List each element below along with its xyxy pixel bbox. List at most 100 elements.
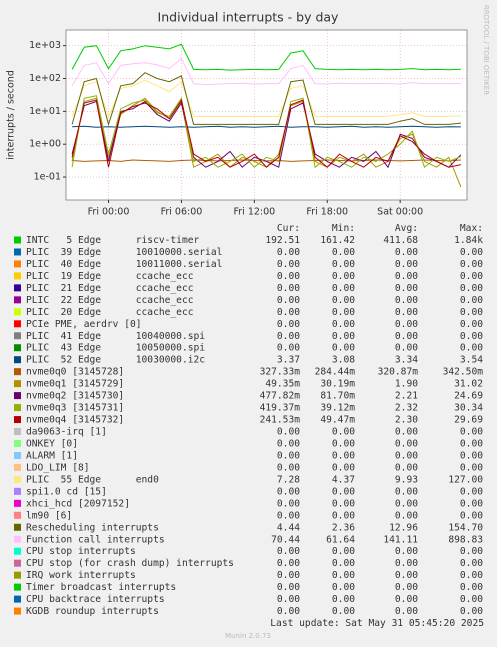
legend-stat: 49.47m — [320, 415, 355, 426]
x-tick-label: Fri 12:00 — [233, 207, 275, 218]
y-tick-label: 1e+01 — [29, 106, 61, 117]
last-update: Last update: Sat May 31 05:45:20 2025 — [270, 618, 484, 629]
legend-stat: 0.00 — [332, 247, 355, 258]
legend-stat: 12.96 — [389, 522, 418, 533]
legend-label: IRQ work interrupts — [26, 570, 136, 581]
legend-stat: 0.00 — [395, 558, 418, 569]
legend-label: PCIe PME, aerdrv [0] — [26, 319, 142, 330]
legend-stat: 0.00 — [395, 283, 418, 294]
plot-area — [66, 30, 467, 200]
legend-stat: 0.00 — [395, 486, 418, 497]
legend-stat: 0.00 — [332, 295, 355, 306]
legend-swatch — [14, 463, 21, 471]
legend-stat: 0.00 — [460, 295, 483, 306]
legend-stat: 0.00 — [460, 606, 483, 617]
legend-stat: 0.00 — [332, 510, 355, 521]
legend-swatch — [14, 248, 21, 256]
legend-stat: 0.00 — [460, 594, 483, 605]
legend-stat: 192.51 — [265, 235, 300, 246]
y-tick-label: 1e+00 — [29, 139, 61, 150]
legend-stat: 0.00 — [395, 307, 418, 318]
x-tick-label: Fri 00:00 — [88, 207, 130, 218]
legend-swatch — [14, 296, 21, 304]
legend-stat: 342.50m — [443, 367, 484, 378]
legend-stat: 24.69 — [454, 391, 483, 402]
series-line — [71, 43, 461, 71]
legend-stat: 0.00 — [277, 259, 300, 270]
legend-label: PLIC 41 Edge 10040000.spi — [26, 331, 205, 342]
legend-stat: 0.00 — [460, 486, 483, 497]
legend-stat: 0.00 — [460, 498, 483, 509]
legend-stat: 0.00 — [332, 462, 355, 473]
legend-stat: 0.00 — [332, 498, 355, 509]
legend-label: PLIC 52 Edge 10030000.i2c — [26, 355, 205, 366]
legend-label: PLIC 22 Edge ccache_ecc — [26, 295, 194, 306]
legend-swatch — [14, 583, 21, 591]
legend-stat: 0.00 — [277, 606, 300, 617]
legend-stat: 0.00 — [277, 283, 300, 294]
legend-stat: 0.00 — [460, 259, 483, 270]
legend-stat: 0.00 — [277, 498, 300, 509]
stat-header: Cur: — [277, 223, 300, 234]
legend-stat: 1.84k — [454, 235, 483, 246]
legend-stat: 0.00 — [460, 570, 483, 581]
legend-swatch — [14, 392, 21, 400]
legend-stat: 477.82m — [260, 391, 301, 402]
legend-stat: 0.00 — [332, 283, 355, 294]
legend-label: nvme0q2 [3145730] — [26, 391, 124, 402]
legend-label: nvme0q3 [3145731] — [26, 403, 124, 414]
legend-swatch — [14, 284, 21, 292]
legend-swatch — [14, 404, 21, 412]
legend-stat: 0.00 — [277, 247, 300, 258]
legend-stat: 0.00 — [395, 247, 418, 258]
legend-swatch — [14, 272, 21, 280]
legend-stat: 0.00 — [277, 319, 300, 330]
legend-label: Timer broadcast interrupts — [26, 582, 176, 593]
legend-stat: 0.00 — [460, 427, 483, 438]
legend-stat: 0.00 — [332, 343, 355, 354]
legend-stat: 241.53m — [260, 415, 301, 426]
legend-stat: 0.00 — [460, 343, 483, 354]
legend-stat: 0.00 — [277, 558, 300, 569]
stat-header: Avg: — [395, 223, 418, 234]
legend-stat: 0.00 — [460, 247, 483, 258]
legend-stat: 0.00 — [277, 271, 300, 282]
legend-stat: 30.34 — [454, 403, 483, 414]
legend-stat: 3.54 — [460, 355, 483, 366]
legend-stat: 0.00 — [332, 486, 355, 497]
legend-stat: 0.00 — [460, 462, 483, 473]
legend-stat: 49.35m — [265, 379, 300, 390]
y-tick-label: 1e+02 — [29, 73, 61, 84]
legend-stat: 0.00 — [460, 510, 483, 521]
legend-stat: 0.00 — [332, 319, 355, 330]
legend-label: ALARM [1] — [26, 450, 78, 461]
legend-stat: 0.00 — [332, 307, 355, 318]
legend-stat: 127.00 — [448, 474, 483, 485]
legend-stat: 0.00 — [277, 510, 300, 521]
legend-swatch — [14, 475, 21, 483]
legend-stat: 3.08 — [332, 355, 355, 366]
legend-swatch — [14, 607, 21, 615]
legend-stat: 0.00 — [332, 427, 355, 438]
legend-stat: 29.69 — [454, 415, 483, 426]
legend-stat: 0.00 — [395, 319, 418, 330]
legend-stat: 4.37 — [332, 474, 355, 485]
legend-stat: 0.00 — [395, 427, 418, 438]
legend-stat: 0.00 — [460, 558, 483, 569]
legend-label: PLIC 39 Edge 10010000.serial — [26, 247, 222, 258]
y-tick-label: 1e+03 — [29, 40, 61, 51]
legend-stat: 0.00 — [277, 331, 300, 342]
legend-stat: 161.42 — [320, 235, 355, 246]
legend-stat: 61.64 — [326, 534, 355, 545]
legend-stat: 0.00 — [395, 582, 418, 593]
legend-swatch — [14, 439, 21, 447]
legend-swatch — [14, 523, 21, 531]
legend-stat: 70.44 — [271, 534, 300, 545]
legend-label: INTC 5 Edge riscv-timer — [26, 235, 200, 246]
series-line — [71, 79, 461, 118]
legend-stat: 2.21 — [395, 391, 418, 402]
legend-swatch — [14, 571, 21, 579]
legend-stat: 0.00 — [395, 510, 418, 521]
